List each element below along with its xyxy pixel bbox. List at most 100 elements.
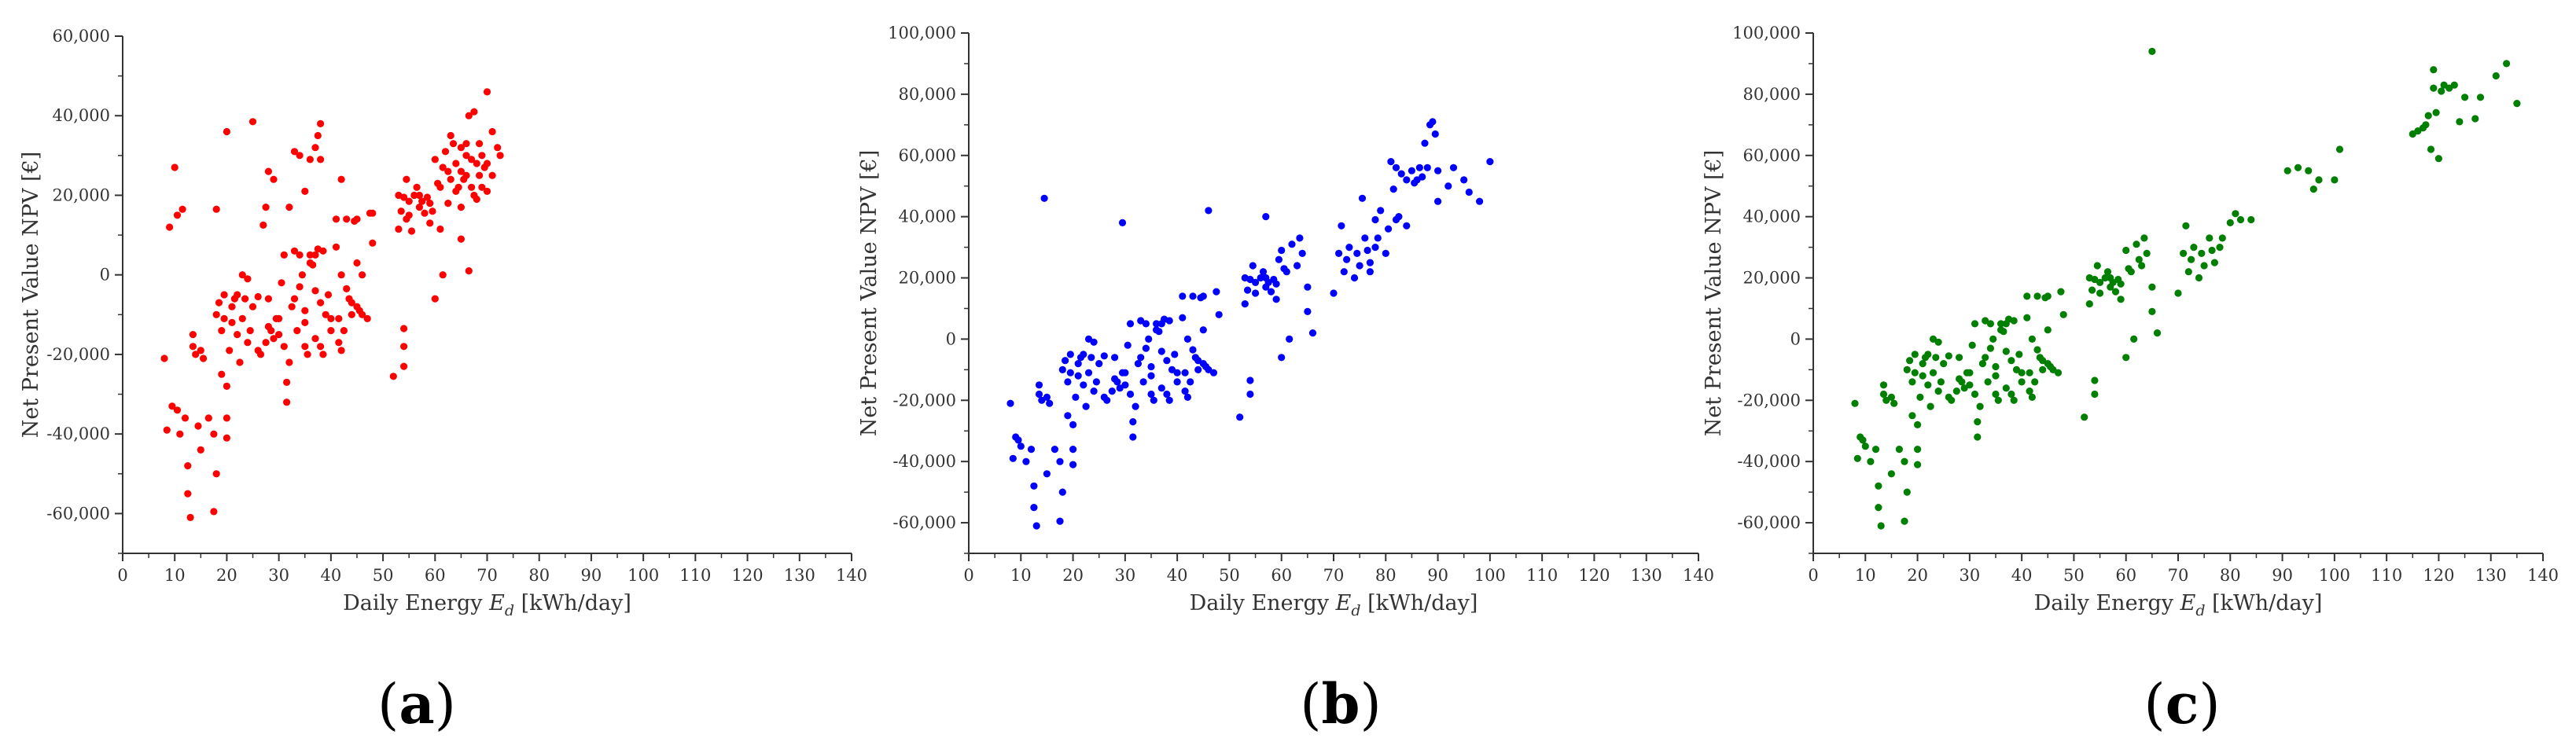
x-tick-label: 30: [1959, 566, 1980, 585]
data-point: [1259, 268, 1268, 276]
data-point: [2188, 255, 2195, 263]
data-point: [2226, 219, 2234, 226]
panel-label-a: (a): [377, 671, 456, 736]
data-point: [1282, 268, 1290, 276]
data-point: [2023, 292, 2031, 300]
data-point: [1982, 354, 1989, 362]
data-point: [1139, 378, 1147, 386]
data-point: [431, 156, 439, 163]
data-point: [488, 171, 496, 179]
data-point: [415, 191, 424, 200]
data-point: [431, 295, 439, 303]
y-tick-label: -60,000: [892, 513, 956, 532]
x-tick-label: 0: [117, 566, 127, 585]
data-point: [1338, 222, 1345, 230]
data-point: [1960, 384, 1968, 392]
y-tick-label: 0: [1790, 329, 1801, 348]
x-tick-label: 10: [1855, 566, 1876, 585]
data-point: [296, 283, 304, 291]
x-tick-label: 70: [2168, 566, 2189, 585]
data-point: [2236, 215, 2245, 224]
data-point: [160, 354, 168, 362]
data-point: [1350, 274, 1359, 282]
data-point: [1377, 207, 1385, 215]
data-point: [395, 225, 403, 233]
data-point: [399, 325, 408, 332]
data-point: [1914, 461, 1922, 468]
x-tick-label: 100: [2319, 566, 2350, 585]
scatter-panel-c: 0 10 20 30 40 50 60 70 80 90 100 110 120 130 140 -60,00…: [1702, 24, 2559, 619]
data-point: [246, 327, 254, 335]
data-point: [1017, 443, 1025, 450]
x-tick-label: 120: [2423, 566, 2454, 585]
data-point: [1374, 234, 1382, 242]
data-point: [264, 295, 272, 303]
data-point: [2153, 329, 2162, 337]
data-point: [1252, 289, 1260, 297]
data-point: [1948, 396, 1956, 404]
data-point: [1205, 207, 1213, 215]
data-point: [478, 183, 486, 191]
data-point: [2180, 249, 2188, 257]
y-tick-label: 40,000: [899, 208, 956, 226]
x-tick-label: 0: [1808, 566, 1818, 585]
data-point: [1187, 378, 1194, 386]
data-point: [337, 347, 345, 354]
scatter-panel-a: 0 10 20 30 40 50 60 70 80 90 100 110 120 130 140 -60,00…: [19, 27, 867, 619]
data-point: [457, 204, 466, 211]
data-point: [1330, 289, 1338, 297]
data-point: [468, 156, 476, 163]
data-point: [423, 193, 432, 201]
data-point: [343, 215, 351, 223]
y-tick-label: 80,000: [1743, 85, 1801, 104]
x-tick-label: 0: [963, 566, 973, 585]
data-point: [1147, 362, 1155, 371]
data-point: [436, 225, 444, 233]
x-tick-label: 20: [1907, 566, 1928, 585]
data-point: [2140, 234, 2148, 242]
data-point: [470, 108, 478, 116]
data-point: [2513, 100, 2521, 108]
data-point: [1134, 360, 1142, 368]
data-point: [1859, 436, 1867, 444]
data-point: [234, 291, 241, 299]
data-point: [2294, 163, 2302, 171]
data-point: [212, 205, 220, 213]
data-point: [223, 382, 230, 390]
y-tick-label: -20,000: [892, 391, 956, 410]
data-point: [298, 271, 306, 279]
data-point: [1423, 163, 1431, 171]
data-point: [1262, 213, 1270, 221]
data-point: [278, 279, 285, 287]
data-point: [1155, 328, 1163, 336]
data-point: [1997, 320, 2005, 328]
data-point: [2054, 369, 2063, 376]
data-point: [359, 271, 366, 279]
data-point: [1403, 176, 1411, 184]
data-point: [1278, 246, 1286, 255]
data-point: [200, 354, 208, 362]
data-point: [1118, 219, 1127, 226]
data-point: [301, 187, 309, 195]
data-point: [2315, 176, 2323, 184]
data-point: [1252, 278, 1260, 286]
data-point: [293, 327, 301, 335]
data-point: [1974, 418, 1982, 426]
data-point: [1179, 292, 1187, 300]
data-point: [241, 295, 249, 303]
data-point: [1009, 454, 1017, 462]
data-point: [2059, 310, 2067, 318]
data-point: [2450, 81, 2458, 89]
data-point: [2148, 283, 2156, 291]
data-point: [2033, 346, 2041, 354]
data-point: [2101, 274, 2109, 282]
data-point: [449, 140, 458, 148]
data-point: [2184, 268, 2192, 276]
y-tick-label: 40,000: [1743, 208, 1801, 226]
data-point: [1288, 241, 1296, 248]
data-point: [462, 140, 470, 148]
data-point: [1877, 522, 1885, 530]
data-point: [2247, 215, 2255, 224]
data-point: [311, 251, 319, 259]
data-point: [1267, 288, 1275, 296]
